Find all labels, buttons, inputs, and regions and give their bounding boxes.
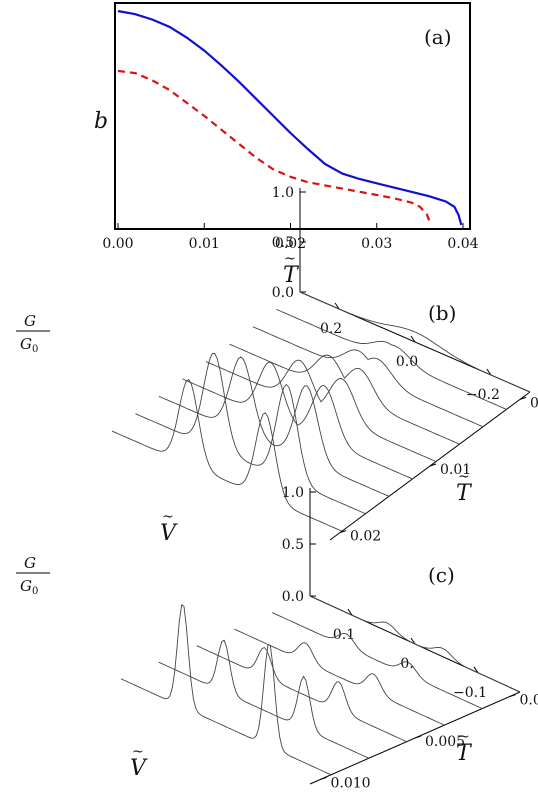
- waterfall-curve-b: [299, 291, 531, 393]
- z-tick-label-b: 0.0: [272, 285, 294, 301]
- v-label-accent-c: ~: [132, 744, 144, 760]
- panel-label-b: (b): [428, 301, 456, 325]
- v-tick-mark-b: [486, 368, 492, 376]
- t-tick-mark-c: [414, 735, 422, 739]
- z-label-den-sub-c: 0: [32, 586, 38, 597]
- v-tick-mark-b: [334, 302, 340, 310]
- t-tick-mark-c: [320, 776, 327, 780]
- waterfall-curve-b: [276, 308, 507, 410]
- v-tick-mark-c: [473, 666, 479, 674]
- t-axis-label-b: T ~: [456, 469, 473, 506]
- t-tick-mark-b: [429, 463, 437, 467]
- series-line-a-1: [117, 69, 433, 226]
- t-tick-mark-b: [519, 396, 527, 400]
- v-tick-mark-b: [410, 335, 416, 343]
- t-tick-label-c: 0.000: [520, 693, 538, 709]
- v-tick-label-b: 0.2: [320, 321, 342, 337]
- v-axis-label-b: V ~: [160, 509, 178, 546]
- z-axis-label-b: G G 0: [16, 312, 50, 355]
- panel-c: (c) G G 0 V ~ T ~ 0.0 0.5 1.0 0.1 0. −0.1 0.0 0…: [16, 485, 538, 791]
- z-axis-label-c: G G 0: [16, 554, 50, 597]
- curves-b: [111, 291, 531, 532]
- v-tick-mark-c: [410, 637, 416, 645]
- t-tick-label-c: 0.010: [331, 775, 371, 791]
- v-tick-label-b: −0.2: [466, 387, 500, 403]
- t-tick-label-b: 0.00: [530, 395, 538, 411]
- v-label-base-b: V: [160, 521, 178, 546]
- z-tick-label-b: 0.5: [272, 235, 294, 251]
- waterfall-curve-c: [158, 639, 369, 759]
- z-tick-label-c: 0.5: [282, 537, 304, 553]
- waterfall-curve-c: [309, 595, 521, 693]
- z-label-den-b: G: [20, 335, 32, 353]
- waterfall-curve-c: [234, 628, 445, 726]
- v-tick-label-c: −0.1: [453, 685, 487, 701]
- t-tick-label-b: 0.02: [350, 529, 381, 545]
- waterfall-curve-b: [229, 343, 460, 445]
- t-tick-mark-c: [509, 694, 516, 698]
- panel-b: (b) G G 0 V ~ T ~ 0.00.51.00.20.0−0.20.0…: [16, 185, 538, 546]
- waterfall-curve-b: [111, 378, 343, 532]
- v-tick-label-c: 0.1: [333, 627, 355, 643]
- x-tick-label-a: 0.03: [361, 236, 392, 252]
- t-label-base-c: T: [456, 741, 473, 766]
- z-label-num-b: G: [24, 312, 36, 330]
- curves-c: [120, 595, 521, 776]
- waterfall-curve-b: [158, 356, 390, 497]
- x-tick-labels-a: 0.00 0.01 0.02 0.03 0.04: [102, 223, 479, 252]
- series-group-a: [117, 9, 463, 226]
- waterfall-curve-b: [135, 352, 366, 515]
- waterfall-curve-c: [272, 612, 483, 710]
- v-tick-label-b: 0.0: [396, 354, 418, 370]
- z-label-num-c: G: [24, 554, 36, 572]
- z-label-den-c: G: [20, 577, 32, 595]
- t-label-accent-b: ~: [458, 469, 470, 485]
- plot-frame-a: [114, 2, 471, 230]
- z-tick-label-c: 1.0: [282, 485, 304, 501]
- t-tick-label-b: 0.01: [440, 462, 471, 478]
- x-axis-label-accent-a: ~: [284, 251, 296, 267]
- waterfall-curve-b: [182, 361, 413, 480]
- x-axis-label-a: T ~: [283, 251, 300, 288]
- v-tick-label-c: 0.: [400, 656, 413, 672]
- v-axis-label-c: V ~: [130, 744, 148, 781]
- tick-labels-b: 0.0 0.5 1.0 0.2 0.0 −0.2 0.00 0.01 0.02: [272, 185, 538, 545]
- v-label-accent-b: ~: [162, 509, 174, 525]
- t-label-accent-c: ~: [458, 729, 470, 745]
- t-axis-label-c: T ~: [456, 729, 473, 766]
- x-tick-label-a: 0.00: [102, 236, 133, 252]
- z-tick-label-c: 0.0: [282, 589, 304, 605]
- t-tick-label-c: 0.005: [425, 734, 465, 750]
- waterfall-curve-b: [252, 326, 484, 428]
- z-tick-label-b: 1.0: [272, 185, 294, 201]
- x-tick-label-a: 0.02: [275, 236, 306, 252]
- y-axis-label-a: b: [94, 109, 108, 134]
- waterfall-curve-c: [196, 645, 407, 743]
- tick-labels-c: 0.0 0.5 1.0 0.1 0. −0.1 0.000 0.005 0.010: [282, 485, 538, 791]
- series-line-a-0: [117, 9, 463, 226]
- waterfall-curve-c: [120, 604, 332, 776]
- waterfall-curve-b: [205, 359, 437, 463]
- x-axis-label-base-a: T: [283, 263, 300, 288]
- panel-label-c: (c): [428, 563, 455, 587]
- panel-label-a: (a): [424, 25, 452, 49]
- x-tick-label-a: 0.04: [447, 236, 478, 252]
- t-tick-mark-b: [339, 530, 347, 534]
- v-tick-mark-c: [347, 608, 353, 616]
- z-label-den-sub-b: 0: [32, 344, 38, 355]
- t-label-base-b: T: [456, 481, 473, 506]
- panel-a: (a) b T ~ 0.00 0.01 0.02 0.03 0.04: [94, 2, 479, 288]
- x-tick-label-a: 0.01: [189, 236, 220, 252]
- v-label-base-c: V: [130, 756, 148, 781]
